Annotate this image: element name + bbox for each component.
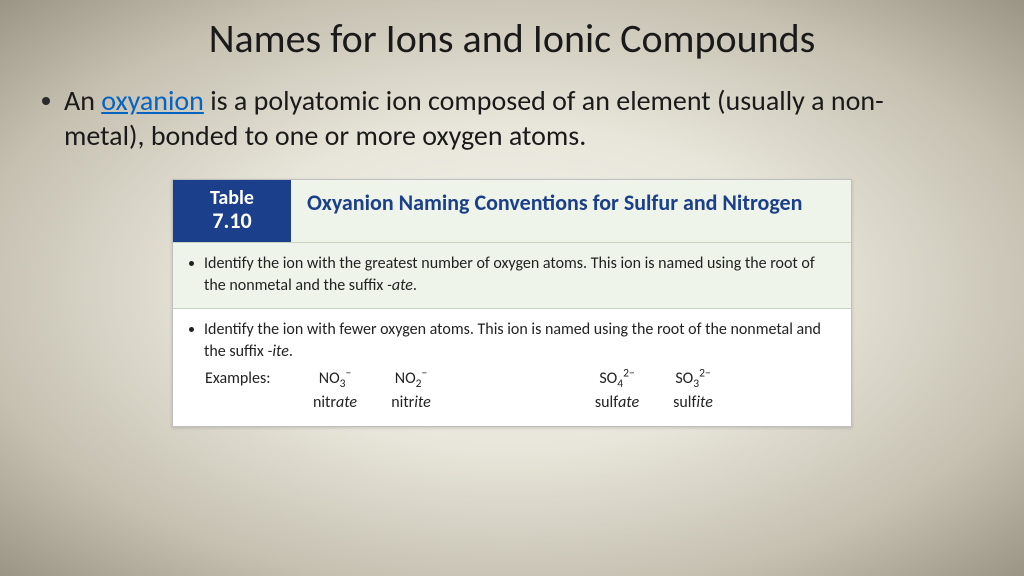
table-bullet: Identify the ion with fewer oxygen atoms… (189, 319, 835, 362)
table-badge-label: Table (210, 188, 254, 209)
row1-text-b: . (413, 276, 417, 295)
examples-label: Examples: (205, 368, 297, 390)
bullet-text: An oxyanion is a polyatomic ion composed… (64, 83, 964, 153)
body-area: An oxyanion is a polyatomic ion composed… (0, 73, 1024, 427)
slide-title: Names for Ions and Ionic Compounds (0, 0, 1024, 73)
example-name: nitrate (313, 392, 357, 414)
row2-suffix: -ite (267, 342, 288, 361)
row1-text-a: Identify the ion with the greatest numbe… (204, 254, 815, 295)
table-figure: Table 7.10 Oxyanion Naming Conventions f… (172, 179, 852, 427)
example-item: SO32− sulfite (655, 368, 731, 413)
example-item: NO2− nitrite (373, 368, 449, 413)
example-formula: NO2− (395, 368, 428, 390)
table-row: Identify the ion with the greatest numbe… (173, 243, 851, 309)
row2-text-b: . (289, 342, 293, 361)
bullet-item: An oxyanion is a polyatomic ion composed… (60, 83, 964, 153)
oxyanion-link[interactable]: oxyanion (101, 83, 204, 118)
bullet-icon (42, 97, 50, 105)
example-item: NO3− nitrate (297, 368, 373, 413)
table-title: Oxyanion Naming Conventions for Sulfur a… (291, 180, 851, 242)
table-row: Identify the ion with fewer oxygen atoms… (173, 309, 851, 425)
table-header: Table 7.10 Oxyanion Naming Conventions f… (173, 180, 851, 243)
examples-columns: NO3− nitrate NO2− nitrite SO42− sulfate (297, 368, 835, 413)
spacer (449, 368, 579, 413)
bullet-pre: An (64, 83, 101, 118)
table-badge: Table 7.10 (173, 180, 291, 242)
bullet-icon (189, 327, 194, 332)
example-formula: SO42− (599, 368, 634, 390)
table-row-text: Identify the ion with the greatest numbe… (204, 253, 835, 296)
example-formula: NO3− (319, 368, 352, 390)
table-badge-number: 7.10 (212, 209, 251, 232)
row2-text-a: Identify the ion with fewer oxygen atoms… (204, 320, 821, 361)
example-item: SO42− sulfate (579, 368, 655, 413)
example-name: sulfate (595, 392, 639, 414)
examples-row: Examples: NO3− nitrate NO2− nitrite SO42… (189, 368, 835, 413)
bullet-icon (189, 261, 194, 266)
example-formula: SO32− (675, 368, 710, 390)
example-name: nitrite (391, 392, 431, 414)
row1-suffix: -ate (387, 276, 413, 295)
table-bullet: Identify the ion with the greatest numbe… (189, 253, 835, 296)
slide: Names for Ions and Ionic Compounds An ox… (0, 0, 1024, 576)
example-name: sulfite (673, 392, 713, 414)
table-row-text: Identify the ion with fewer oxygen atoms… (204, 319, 835, 362)
